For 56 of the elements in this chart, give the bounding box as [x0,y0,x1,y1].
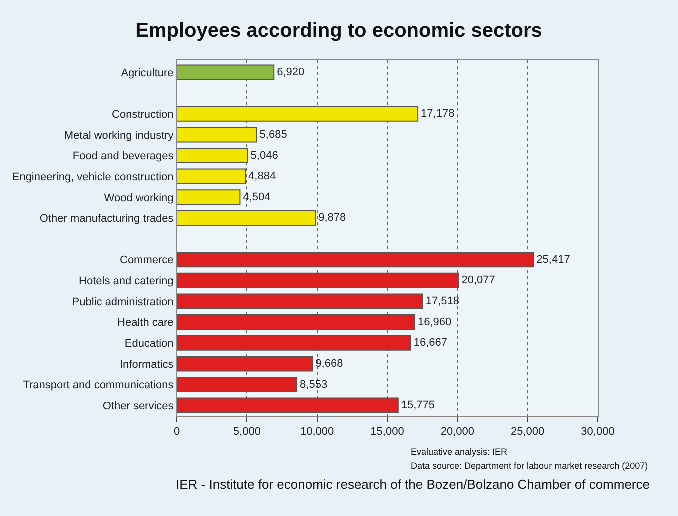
data-label: 16,667 [414,337,448,350]
data-label: 16,960 [418,316,452,328]
data-label: 4,884 [248,170,276,183]
source-note: Data source: Department for labour market research (2007) [411,461,648,471]
bar [177,127,258,143]
data-label: 4,504 [243,191,271,204]
x-tick-label: 10,000 [300,426,334,438]
y-tick-label: Construction [112,108,174,121]
data-label: 17,178 [421,108,455,120]
bar [177,106,419,122]
bar [177,272,460,288]
y-tick-label: Health care [118,317,174,330]
data-label: 5,046 [250,150,278,162]
x-tick-label: 25,000 [511,426,545,438]
data-label: 15,775 [401,400,436,412]
bar [177,294,424,310]
bar [177,314,416,330]
chart-title: Employees according to economic sectors [136,20,542,42]
data-label: 20,077 [462,274,496,287]
y-tick-label: Food and beverages [72,150,174,163]
text: Evaluative analysis: IER [411,447,508,457]
x-tick-label: 30,000 [581,426,615,438]
data-label: 9,668 [316,358,344,370]
bar [177,398,399,414]
bar [177,190,241,206]
y-tick-label: Commerce [120,254,174,267]
y-tick-label: Public administration [72,296,174,308]
data-label: 8,553 [300,378,328,391]
x-tick-label: 20,000 [440,426,474,438]
y-tick-label: Education [124,338,174,350]
bar [177,168,246,184]
bar [177,148,248,164]
x-tick-label: 15,000 [370,426,404,438]
data-label: 17,518 [426,295,460,308]
data-label: 25,417 [536,254,570,266]
bar [177,376,298,393]
x-tick-label: 0 [174,426,180,438]
bar [177,335,412,351]
bar [177,210,316,226]
y-tick-label: Hotels and catering [79,276,174,288]
y-tick-label: Metal working industry [64,130,174,142]
bar [177,64,275,80]
y-tick-label: Other services [102,400,174,412]
bar [177,356,314,372]
data-label: 9,878 [318,212,346,224]
y-tick-label: Other manufacturing trades [40,213,174,226]
y-tick-label: Informatics [120,358,174,371]
data-label: 5,685 [260,128,288,141]
bar [177,252,534,268]
x-tick-label: 5,000 [233,426,261,438]
y-tick-label: Agriculture [121,67,174,80]
y-tick-label: Transport and communications [23,380,174,392]
text: IER - Institute for economic research of the Bozen/Bolzano Chamber of commerce [176,477,650,492]
y-tick-label: Engineering, vehicle construction [12,171,174,184]
data-label: 6,920 [277,66,305,78]
y-tick-label: Wood working [104,192,174,204]
